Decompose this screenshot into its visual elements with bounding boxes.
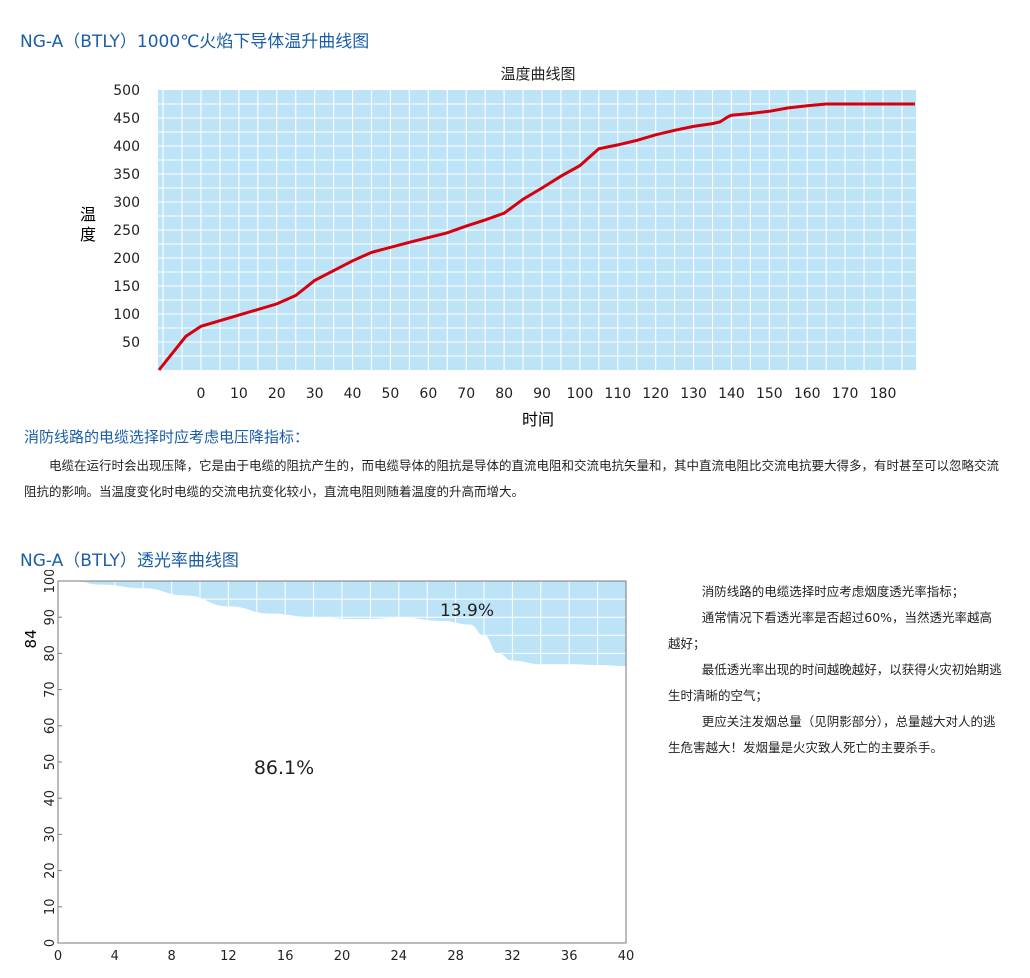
side-text-item: 更应关注发烟总量（见阴影部分），总量越大对人的逃生危害越大！发烟量是火灾致人死亡… [668, 714, 996, 755]
chart1-ylabel-char: 温 [80, 205, 96, 224]
temperature-chart: 温度曲线图 50 100 150 200 250 300 350 400 450 500 0 10 2… [80, 65, 916, 429]
paragraph1: 电缆在运行时会出现压降，它是由于电缆的阻抗产生的，而电缆导体的阻抗是导体的直流电… [24, 458, 1000, 499]
chart2-x-tick-label: 24 [391, 949, 408, 964]
chart1-y-tick-label: 300 [113, 195, 140, 211]
chart1-x-tick-label: 160 [794, 386, 821, 402]
chart1-x-tick-label: 90 [533, 386, 551, 402]
chart2-y-tick-label: 50 [43, 754, 58, 771]
chart2-smoke-percent-label: 13.9% [440, 601, 494, 621]
chart2-x-tick-label: 16 [277, 949, 294, 964]
chart1-x-ticks: 0 10 20 30 40 50 60 70 80 90 100 110 120 130 140 150 160… [197, 386, 897, 402]
chart1-y-tick-label: 200 [113, 251, 140, 267]
side-text-item: 消防线路的电缆选择时应考虑烟度透光率指标； [701, 584, 965, 599]
chart2-y-tick-label: 10 [43, 899, 58, 916]
chart1-x-tick-label: 140 [718, 386, 745, 402]
chart1-y-ticks: 50 100 150 200 250 300 350 400 450 500 [113, 83, 140, 351]
chart2-y-tick-label: 100 [43, 570, 58, 593]
chart1-title: 温度曲线图 [500, 65, 575, 83]
transmittance-chart: 0 10 20 30 40 50 60 70 80 90 100 0 4 8 12 16 20 24 28 32 36… [22, 570, 634, 964]
chart1-x-tick-label: 170 [832, 386, 859, 402]
chart2-y-tick-label: 40 [43, 790, 58, 807]
chart2-x-tick-label: 12 [220, 949, 237, 964]
chart2-y-tick-label: 90 [43, 609, 58, 626]
chart1-temperature-line [157, 102, 915, 371]
chart1-y-tick-label: 500 [113, 83, 140, 99]
chart1-x-tick-label: 40 [344, 386, 362, 402]
chart2-y-ticks: 0 10 20 30 40 50 60 70 80 90 100 [43, 570, 62, 947]
section1-heading: 消防线路的电缆选择时应考虑电压降指标： [24, 428, 310, 446]
chart1-x-tick-label: 50 [382, 386, 400, 402]
chart2-transmittance-percent-label: 86.1% [254, 757, 314, 779]
chart1-x-tick-label: 110 [604, 386, 631, 402]
chart1-x-tick-label: 180 [870, 386, 897, 402]
chart1-x-tick-label: 150 [756, 386, 783, 402]
chart2-x-tick-label: 20 [334, 949, 351, 964]
chart1-x-tick-label: 30 [306, 386, 324, 402]
chart2-y-marker-label: 84 [22, 629, 40, 648]
chart1-y-tick-label: 350 [113, 167, 140, 183]
chart1-x-tick-label: 130 [680, 386, 707, 402]
chart1-y-tick-label: 100 [113, 307, 140, 323]
chart1-y-tick-label: 50 [122, 335, 140, 351]
chart1-x-tick-label: 120 [642, 386, 669, 402]
fig2-title: NG-A（BTLY）透光率曲线图 [20, 551, 239, 571]
chart1-x-tick-label: 80 [495, 386, 513, 402]
chart2-x-tick-label: 40 [618, 949, 635, 964]
chart1-y-tick-label: 150 [113, 279, 140, 295]
chart1-x-tick-label: 20 [268, 386, 286, 402]
chart2-y-tick-label: 30 [43, 826, 58, 843]
chart1-x-tick-label: 70 [457, 386, 475, 402]
chart2-transmittance-area [58, 581, 626, 943]
chart2-x-tick-label: 32 [504, 949, 521, 964]
chart1-y-tick-label: 450 [113, 111, 140, 127]
chart2-y-tick-label: 0 [43, 939, 58, 947]
chart1-grid [158, 90, 916, 370]
side-text: 消防线路的电缆选择时应考虑烟度透光率指标； 通常情况下看透光率是否超过60%，当… [668, 579, 1004, 761]
chart2-x-tick-label: 4 [111, 949, 119, 964]
chart1-y-tick-label: 250 [113, 223, 140, 239]
fig1-title: NG-A（BTLY）1000℃火焰下导体温升曲线图 [20, 32, 370, 52]
chart1-x-tick-label: 0 [197, 386, 206, 402]
chart2-y-tick-label: 80 [43, 645, 58, 662]
chart1-ylabel-char: 度 [80, 225, 96, 244]
chart2-y-tick-label: 60 [43, 718, 58, 735]
chart1-y-tick-label: 400 [113, 139, 140, 155]
chart2-x-tick-label: 0 [54, 949, 62, 964]
chart2-y-tick-label: 20 [43, 862, 58, 879]
chart2-y-tick-label: 70 [43, 681, 58, 698]
chart1-x-tick-label: 100 [567, 386, 594, 402]
side-text-item: 通常情况下看透光率是否超过60%，当然透光率越高越好； [668, 610, 993, 651]
chart2-x-tick-label: 28 [447, 949, 464, 964]
chart2-x-ticks: 0 4 8 12 16 20 24 28 32 36 40 [54, 949, 634, 964]
chart1-x-tick-label: 10 [230, 386, 248, 402]
chart2-x-tick-label: 8 [167, 949, 175, 964]
chart1-x-tick-label: 60 [419, 386, 437, 402]
chart2-x-tick-label: 36 [561, 949, 578, 964]
chart1-xlabel: 时间 [522, 410, 554, 429]
side-text-item: 最低透光率出现的时间越晚越好，以获得火灾初始期逃生时清晰的空气； [668, 662, 1002, 703]
